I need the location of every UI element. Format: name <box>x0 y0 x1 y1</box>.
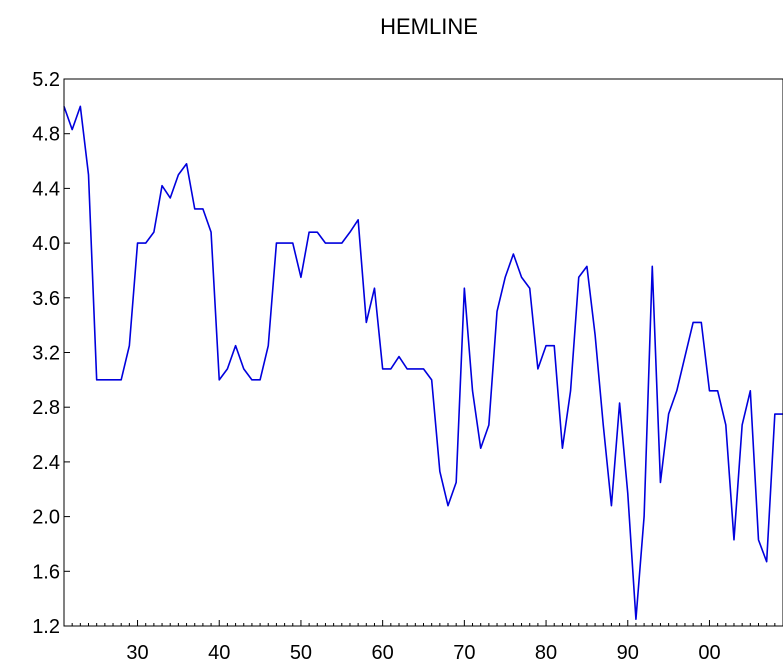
x-tick-label: 80 <box>535 642 557 664</box>
y-tick-label: 4.8 <box>32 124 60 146</box>
x-tick-label: 00 <box>698 642 720 664</box>
plot-frame <box>63 78 783 627</box>
y-tick-label: 2.0 <box>32 507 60 529</box>
x-tick-label: 60 <box>372 642 394 664</box>
y-tick-label: 1.2 <box>32 616 60 638</box>
y-tick-label: 2.4 <box>32 452 60 474</box>
x-tick-label: 30 <box>126 642 148 664</box>
y-tick-label: 4.0 <box>32 233 60 255</box>
x-tick-label: 50 <box>290 642 312 664</box>
y-axis: 1.2 1.6 2.0 2.4 2.8 3.2 3.6 4.0 4.4 4.8 5.2 <box>32 69 70 638</box>
chart-title: HEMLINE <box>380 14 478 39</box>
y-tick-label: 3.2 <box>32 343 60 365</box>
x-tick-label: 40 <box>208 642 230 664</box>
x-tick-label: 70 <box>453 642 475 664</box>
y-tick-label: 3.6 <box>32 288 60 310</box>
y-tick-label: 5.2 <box>32 69 60 91</box>
y-tick-label: 4.4 <box>32 178 60 200</box>
x-tick-label: 90 <box>617 642 639 664</box>
x-axis: 30 40 50 60 70 80 90 00 <box>63 620 783 664</box>
y-tick-label: 2.8 <box>32 397 60 419</box>
y-tick-label: 1.6 <box>32 561 60 583</box>
series-line-hemline <box>63 105 783 620</box>
